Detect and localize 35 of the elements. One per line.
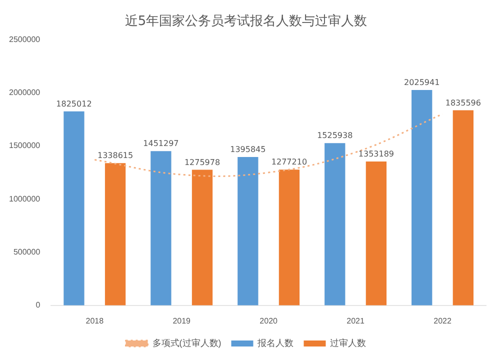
bar (238, 156, 258, 306)
x-tick-label: 2019 (172, 316, 192, 326)
x-tick-label: 2022 (434, 316, 452, 326)
legend-label: 多项式(过审人数) (152, 338, 222, 348)
data-label: 1338615 (97, 151, 134, 160)
data-label: 1277210 (271, 158, 308, 167)
bar (64, 111, 84, 306)
y-tick-label: 1500000 (8, 141, 41, 150)
bar (278, 170, 300, 306)
data-label: 1275978 (184, 158, 220, 167)
data-label: 1353189 (358, 150, 394, 159)
data-label: 2025941 (404, 78, 440, 88)
bar (452, 110, 474, 306)
legend-label: 报名人数 (256, 338, 294, 348)
y-tick-label: 2500000 (8, 34, 41, 44)
y-tick-label: 500000 (13, 247, 41, 256)
y-tick-label: 1000000 (8, 194, 41, 204)
data-label: 1395845 (230, 145, 266, 154)
y-tick-label: 0 (36, 300, 41, 310)
bar (150, 151, 172, 306)
bar (104, 163, 126, 306)
chart-title: 近5年国家公务员考试报名人数与过审人数 (124, 13, 368, 30)
data-label: 1835596 (445, 98, 481, 108)
bar (324, 143, 346, 306)
x-tick-label: 2021 (346, 316, 365, 326)
y-tick-label: 2000000 (8, 88, 41, 97)
data-label: 1825012 (56, 99, 92, 108)
x-tick-label: 2018 (86, 316, 104, 326)
legend-label: 过审人数 (330, 338, 366, 348)
bar (192, 170, 213, 306)
bar (412, 90, 432, 306)
x-tick-label: 2020 (260, 316, 278, 326)
data-label: 1525938 (317, 131, 353, 140)
bar (366, 162, 387, 306)
data-label: 1451297 (143, 139, 179, 148)
